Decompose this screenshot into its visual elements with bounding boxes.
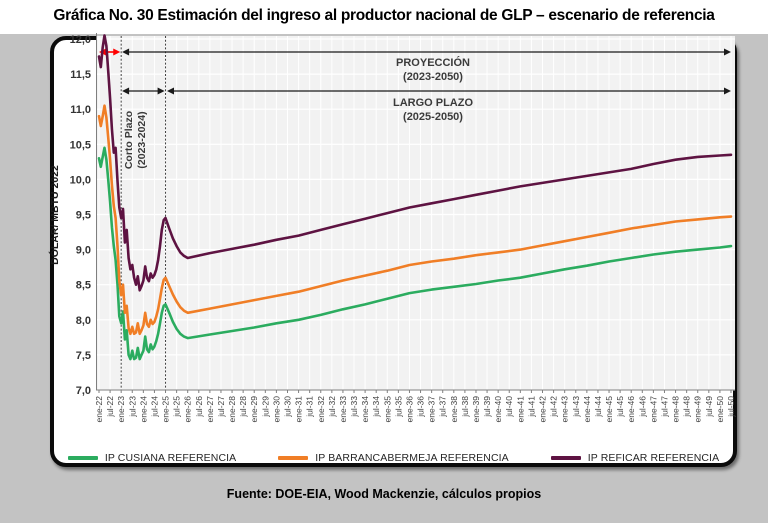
legend-label-reficar: IP REFICAR REFERENCIA: [587, 452, 720, 464]
cusiana-line-swatch: [67, 456, 98, 460]
largo-plazo-annotation-line2: (2025-2050): [403, 111, 463, 123]
legend-item-reficar: IP REFICAR REFERENCIA: [550, 452, 720, 464]
chart-legend: IP CUSIANA REFERENCIA IP BARRANCABERMEJA…: [50, 449, 737, 467]
barrancabermeja-line-swatch: [278, 456, 309, 460]
largo-plazo-annotation: LARGO PLAZO (2025-2050): [333, 96, 533, 124]
largo-plazo-annotation-line1: LARGO PLAZO: [392, 97, 474, 109]
page-title-text: Estimación del ingreso al productor naci…: [153, 7, 715, 24]
proyeccion-annotation: PROYECCIÓN (2023-2050): [333, 56, 533, 84]
legend-item-cusiana: IP CUSIANA REFERENCIA: [67, 452, 237, 464]
y-axis-title: DÓLAR/ MBTU 2022: [49, 165, 61, 265]
corto-plazo-annotation-line2: (2023-2024): [136, 111, 148, 169]
corto-plazo-annotation-line1: Corto Plazo: [123, 110, 135, 170]
source-note: Fuente: DOE-EIA, Wood Mackenzie, cálculo…: [226, 487, 542, 501]
page-title-number: Gráfica No. 30: [53, 7, 154, 24]
page-title: Gráfica No. 30 Estimación del ingreso al…: [0, 7, 768, 25]
proyeccion-annotation-line2: (2023-2050): [403, 71, 463, 83]
corto-plazo-annotation: Corto Plazo (2023-2024): [123, 85, 163, 195]
legend-label-cusiana: IP CUSIANA REFERENCIA: [104, 452, 237, 464]
reficar-line-swatch: [550, 456, 581, 460]
proyeccion-annotation-line1: PROYECCIÓN: [396, 57, 470, 69]
legend-item-barrancabermeja: IP BARRANCABERMEJA REFERENCIA: [278, 452, 509, 464]
legend-label-barrancabermeja: IP BARRANCABERMEJA REFERENCIA: [315, 452, 509, 464]
